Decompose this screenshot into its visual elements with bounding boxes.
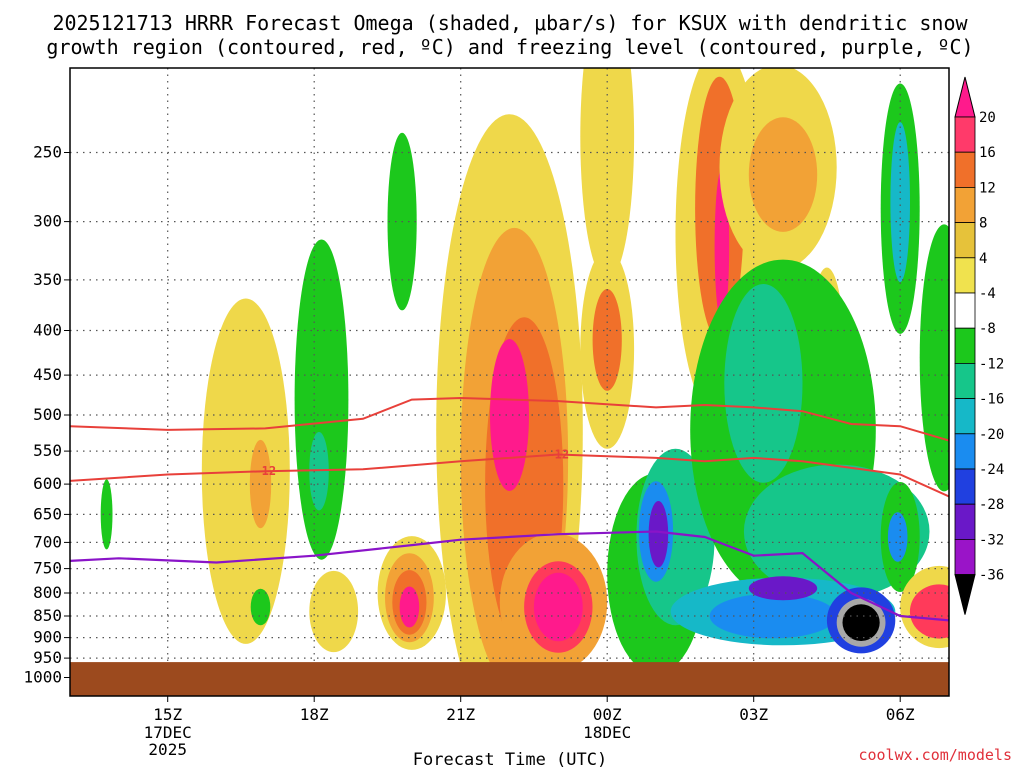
colorbar-label-0: 20 <box>979 110 996 126</box>
colorbar-label-10: -24 <box>979 462 1004 478</box>
credit-text: coolwx.com/models <box>858 746 1012 764</box>
colorbar-label-13: -36 <box>979 568 1004 584</box>
omega-blob-46 <box>887 512 908 562</box>
colorbar-segment-7 <box>954 362 976 399</box>
y-tick-label-450: 450 <box>33 365 62 384</box>
colorbar-segment-8 <box>954 398 976 435</box>
y-tick-label-250: 250 <box>33 143 62 162</box>
chart-title-line-1: 2025121713 HRRR Forecast Omega (shaded, … <box>52 11 968 35</box>
colorbar-label-5: -4 <box>979 286 996 302</box>
colorbar-segment-9 <box>954 433 976 470</box>
colorbar-segment-0 <box>954 116 976 153</box>
omega-blob-30 <box>748 117 818 232</box>
colorbar-label-6: -8 <box>979 321 996 337</box>
omega-blob-44 <box>919 224 949 492</box>
y-tick-label-500: 500 <box>33 405 62 424</box>
omega-shading <box>100 68 949 696</box>
dgz-contour-label-0: -12 <box>254 464 276 478</box>
colorbar-label-2: 12 <box>979 180 996 196</box>
plot-frame <box>69 67 950 697</box>
omega-blob-6 <box>309 570 359 653</box>
chart-title-line-2: growth region (contoured, red, ºC) and f… <box>46 35 973 59</box>
omega-blob-38 <box>748 576 818 601</box>
omega-blob-3 <box>250 588 271 626</box>
x-tick-label-21Z: 21Z <box>446 705 475 724</box>
omega-blob-15 <box>490 339 529 491</box>
dgz-lower-contour <box>70 453 949 498</box>
y-tick-label-750: 750 <box>33 559 62 578</box>
y-axis: 250 300 350 400 450 500 550 600 650 700 750 800 850 9… <box>23 143 70 687</box>
omega-blob-34 <box>724 284 803 483</box>
omega-blob-10 <box>399 586 420 628</box>
y-tick-label-700: 700 <box>33 532 62 551</box>
y-tick-label-900: 900 <box>33 628 62 647</box>
omega-blob-35 <box>743 464 930 599</box>
x-tick-label-18Z: 18Z <box>300 705 329 724</box>
omega-blob-43 <box>890 122 910 283</box>
colorbar-bottom-arrow <box>954 574 976 615</box>
omega-blob-19 <box>580 68 635 281</box>
omega-blob-2 <box>249 439 272 529</box>
x-tick-sublabel-00Z-0: 18DEC <box>583 723 631 742</box>
colorbar-label-7: -12 <box>979 356 1004 372</box>
colorbar-segment-10 <box>954 468 976 505</box>
y-tick-label-400: 400 <box>33 321 62 340</box>
colorbar-label-3: 8 <box>979 216 987 232</box>
y-tick-label-950: 950 <box>33 648 62 667</box>
colorbar-segment-12 <box>954 539 976 576</box>
colorbar-segment-2 <box>954 186 976 223</box>
dgz-upper-contour <box>70 396 949 442</box>
colorbar-label-11: -28 <box>979 497 1004 513</box>
colorbar-segment-3 <box>954 222 976 259</box>
y-tick-label-1000: 1000 <box>23 668 62 687</box>
colorbar: 20 16 12 8 4 -4 -8 -12 -16 -20 -24 -28 -32 -36 <box>954 76 1004 615</box>
colorbar-segment-6 <box>954 327 976 364</box>
grid-lines <box>70 68 949 696</box>
y-tick-label-650: 650 <box>33 504 62 523</box>
colorbar-segment-5 <box>954 292 976 329</box>
colorbar-segment-1 <box>954 151 976 188</box>
y-tick-label-600: 600 <box>33 474 62 493</box>
colorbar-label-4: 4 <box>979 251 987 267</box>
freezing-level-contour <box>70 530 949 622</box>
omega-blob-18 <box>533 572 583 642</box>
x-tick-sublabel-15Z-1: 2025 <box>148 740 187 759</box>
omega-blob-0 <box>100 479 113 550</box>
colorbar-label-1: 16 <box>979 145 996 161</box>
colorbar-top-arrow <box>954 76 976 118</box>
dgz-contour-label-1: -12 <box>547 448 569 462</box>
y-tick-label-300: 300 <box>33 212 62 231</box>
y-tick-label-800: 800 <box>33 583 62 602</box>
colorbar-label-8: -16 <box>979 392 1004 408</box>
omega-blob-21 <box>592 289 622 391</box>
x-tick-label-00Z: 00Z <box>593 705 622 724</box>
x-tick-sublabel-15Z-0: 17DEC <box>144 723 192 742</box>
y-tick-label-850: 850 <box>33 606 62 625</box>
omega-blob-41 <box>842 604 880 641</box>
colorbar-label-12: -32 <box>979 532 1004 548</box>
y-tick-label-350: 350 <box>33 270 62 289</box>
colorbar-segment-11 <box>954 503 976 540</box>
x-axis-label: Forecast Time (UTC) <box>413 750 607 768</box>
omega-blob-25 <box>648 501 669 568</box>
omega-blob-48 <box>909 584 949 639</box>
x-tick-label-06Z: 06Z <box>886 705 915 724</box>
colorbar-segment-4 <box>954 257 976 294</box>
terrain-surface <box>70 662 949 696</box>
y-tick-label-550: 550 <box>33 441 62 460</box>
colorbar-label-9: -20 <box>979 427 1004 443</box>
x-tick-label-15Z: 15Z <box>153 705 182 724</box>
x-tick-label-03Z: 03Z <box>739 705 768 724</box>
omega-blob-4 <box>294 239 349 560</box>
plot-area: -12 -12 <box>70 68 949 696</box>
